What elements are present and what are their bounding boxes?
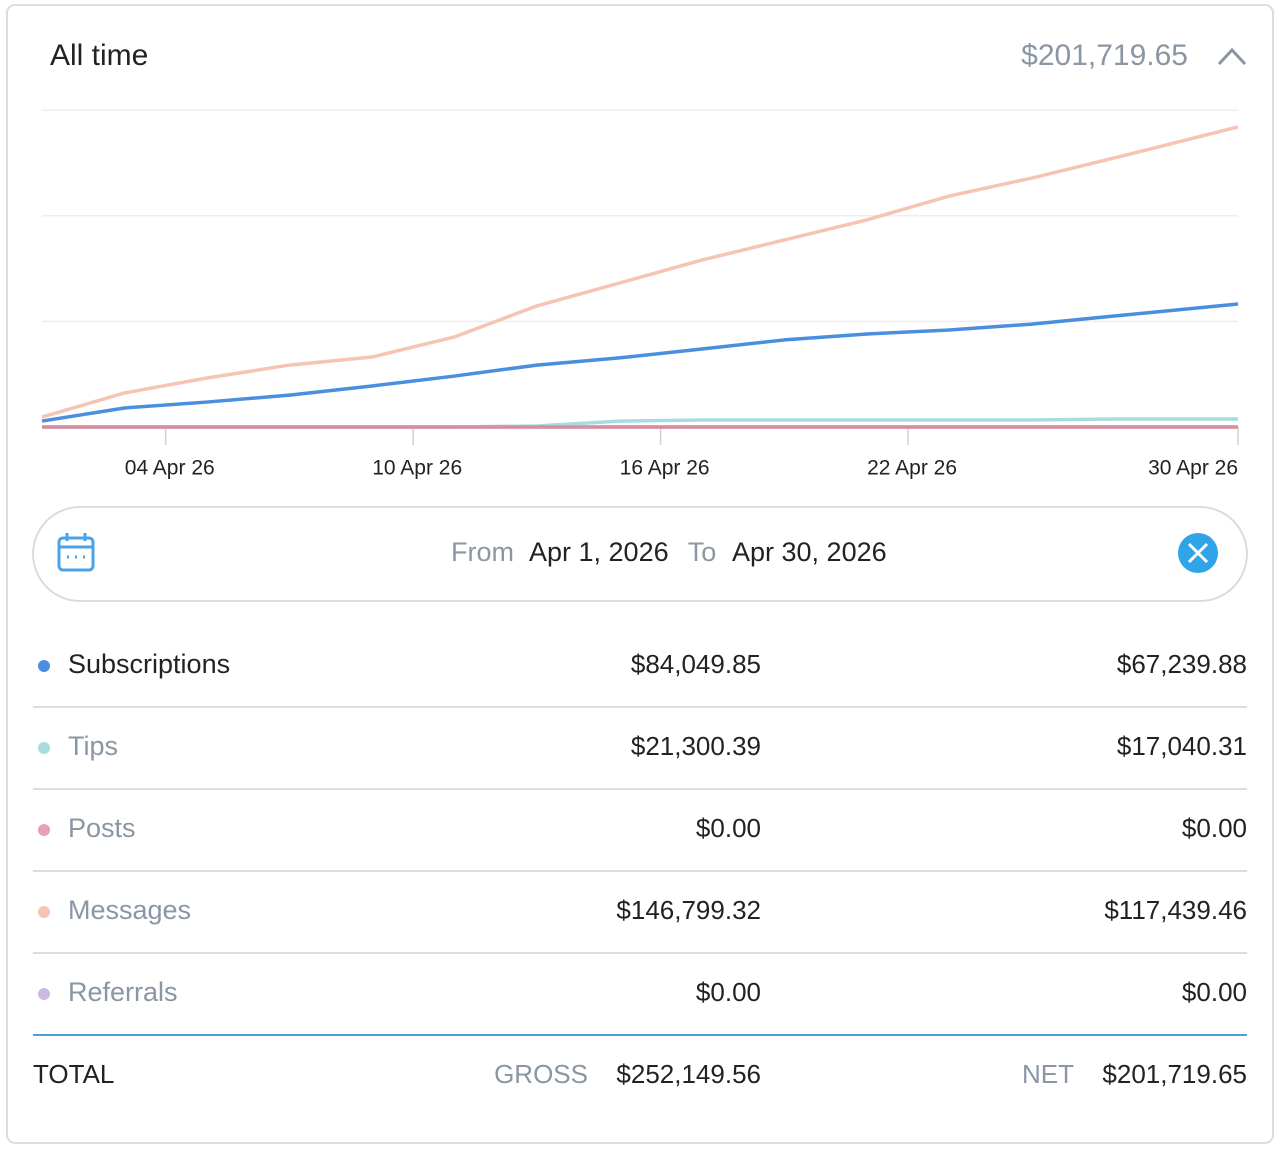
gross-total: $252,149.56 xyxy=(616,1059,761,1089)
title: All time xyxy=(50,39,148,72)
row-gross: $146,799.32 xyxy=(616,895,761,925)
row-net: $0.00 xyxy=(1182,977,1247,1007)
to-label: To xyxy=(688,537,717,567)
row-gross: $84,049.85 xyxy=(631,649,761,679)
legend-dot xyxy=(38,660,50,672)
row-net: $0.00 xyxy=(1182,813,1247,843)
header-total: $201,719.65 xyxy=(1021,39,1188,72)
x-tick-label: 22 Apr 26 xyxy=(867,457,957,480)
row-name: Subscriptions xyxy=(68,649,230,679)
from-date: Apr 1, 2026 xyxy=(529,537,669,567)
series-line xyxy=(41,125,1239,419)
date-range-pill[interactable] xyxy=(32,506,1248,602)
row-net: $17,040.31 xyxy=(1117,731,1247,761)
net-label: NET xyxy=(1022,1059,1074,1089)
legend-dot xyxy=(38,824,50,836)
row-gross: $0.00 xyxy=(696,813,761,843)
row-name: Tips xyxy=(68,731,118,761)
series-line xyxy=(41,302,1239,423)
x-tick-label: 04 Apr 26 xyxy=(125,457,215,480)
legend-dot xyxy=(38,988,50,1000)
row-gross: $0.00 xyxy=(696,977,761,1007)
to-date: Apr 30, 2026 xyxy=(732,537,887,567)
clear-button[interactable] xyxy=(1178,533,1218,573)
row-net: $67,239.88 xyxy=(1117,649,1247,679)
x-tick-label: 10 Apr 26 xyxy=(372,457,462,480)
x-tick-label: 30 Apr 26 xyxy=(1148,457,1238,480)
chart: 04 Apr 26 10 Apr 26 16 Apr 26 22 Apr 26 30 A… xyxy=(41,109,1239,480)
row-gross: $21,300.39 xyxy=(631,731,761,761)
row-name: Referrals xyxy=(68,977,178,1007)
calendar-icon[interactable] xyxy=(57,533,95,572)
total-label: TOTAL xyxy=(33,1059,114,1089)
collapse-chevron[interactable] xyxy=(1217,47,1247,66)
from-label: From xyxy=(451,537,514,567)
row-net: $117,439.46 xyxy=(1104,895,1247,925)
legend-dot xyxy=(38,742,50,754)
breakdown-table: Subscriptions $84,049.85 $67,239.88 Tips $21… xyxy=(33,649,1247,1007)
x-tick-label: 16 Apr 26 xyxy=(620,457,710,480)
row-name: Messages xyxy=(68,895,191,925)
row-name: Posts xyxy=(68,813,136,843)
net-total: $201,719.65 xyxy=(1102,1059,1247,1089)
gross-label: GROSS xyxy=(494,1059,588,1089)
legend-dot xyxy=(38,906,50,918)
